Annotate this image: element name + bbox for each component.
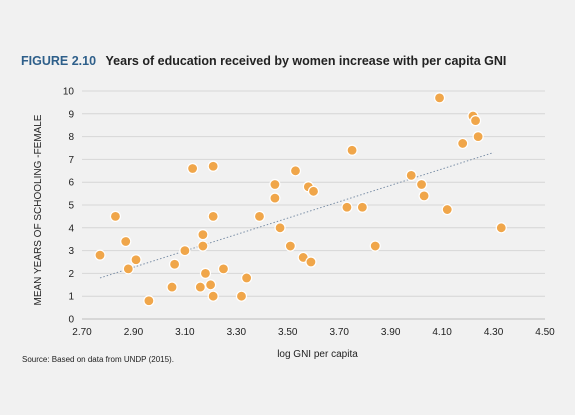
x-tick-label: 2.70 [72, 327, 92, 338]
data-points [94, 92, 507, 307]
x-tick-label: 3.90 [381, 327, 401, 338]
data-point [166, 281, 178, 293]
figure-title-text: Years of education received by women inc… [105, 54, 507, 68]
data-point [472, 131, 484, 143]
data-point [187, 162, 199, 175]
data-point [207, 160, 219, 172]
data-point [356, 201, 368, 213]
y-tick-label: 5 [68, 201, 74, 212]
data-point [305, 256, 317, 268]
data-point [217, 263, 230, 275]
data-point [207, 290, 219, 302]
y-tick-labels: 0 1 2 3 4 5 6 7 8 9 10 [63, 87, 75, 326]
data-point [457, 137, 469, 150]
y-tick-label: 4 [68, 223, 74, 234]
y-axis-title: MEAN YEARS OF SCHOOLING -FEMALE [33, 114, 44, 305]
figure-title: FIGURE 2.10 Years of education received … [21, 54, 506, 68]
figure-label: FIGURE 2.10 [21, 54, 97, 68]
data-point [197, 240, 209, 252]
data-point [418, 190, 430, 202]
x-tick-label: 3.50 [278, 327, 298, 338]
data-point [205, 279, 217, 291]
data-point [207, 210, 219, 222]
data-point [307, 185, 320, 197]
data-point [94, 249, 106, 261]
x-tick-label: 3.10 [175, 327, 195, 338]
data-point [269, 178, 281, 191]
x-axis-title: log GNI per capita [277, 349, 358, 360]
y-tick-label: 9 [68, 109, 74, 120]
trend-line [99, 152, 494, 279]
y-tick-label: 2 [68, 269, 74, 280]
data-point [235, 290, 248, 302]
data-point [241, 272, 253, 284]
data-point [346, 144, 358, 156]
data-point [289, 165, 302, 177]
data-point [143, 295, 155, 307]
data-point [284, 240, 296, 252]
y-tick-label: 0 [68, 315, 74, 326]
y-tick-label: 6 [68, 178, 74, 189]
x-tick-label: 3.30 [227, 327, 247, 338]
data-point [194, 281, 206, 293]
x-tick-label: 4.30 [484, 327, 504, 338]
x-tick-labels: 2.70 2.90 3.10 3.30 3.50 3.70 3.90 4.10 4.30 4.50 [72, 327, 555, 338]
data-point [441, 203, 453, 216]
data-point [197, 229, 209, 241]
data-point [199, 267, 212, 279]
data-point [495, 222, 507, 234]
data-point [341, 201, 353, 213]
y-tick-label: 7 [68, 155, 74, 166]
y-tick-label: 10 [63, 87, 75, 98]
y-tick-label: 1 [68, 292, 74, 303]
source-note: Source: Based on data from UNDP (2015). [22, 355, 174, 364]
data-point [109, 210, 122, 222]
data-point [405, 169, 417, 181]
data-point [269, 192, 281, 204]
data-point [469, 115, 482, 127]
data-point [179, 245, 191, 257]
data-point [369, 240, 381, 252]
grid-lines [82, 90, 545, 297]
x-tick-label: 2.90 [124, 327, 144, 338]
data-point [130, 254, 142, 266]
data-point [274, 222, 286, 234]
data-point [415, 178, 428, 191]
data-point [122, 263, 134, 275]
data-point [433, 92, 446, 104]
x-tick-label: 4.10 [432, 327, 452, 338]
data-point [253, 210, 266, 222]
data-point [120, 235, 132, 248]
x-tick-label: 4.50 [535, 327, 555, 338]
data-point [169, 258, 181, 270]
x-tick-label: 3.70 [329, 327, 349, 338]
y-tick-label: 8 [68, 132, 74, 143]
y-tick-label: 3 [68, 246, 74, 257]
